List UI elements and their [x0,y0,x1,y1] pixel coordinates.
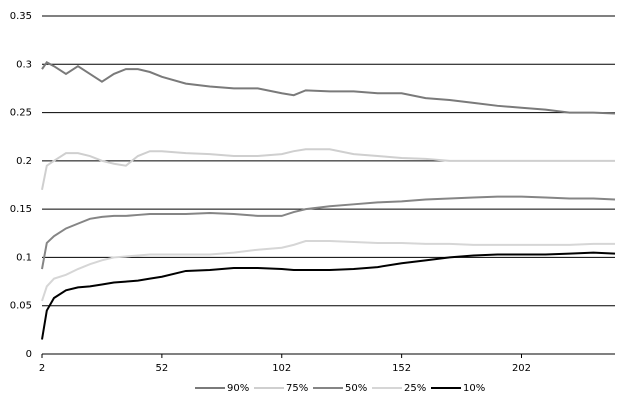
legend-label: 10% [463,383,485,394]
legend-label: 75% [286,383,308,394]
y-tick-label: 0.15 [10,204,32,215]
x-tick-label: 2 [39,363,45,374]
y-tick-label: 0.25 [10,108,32,119]
legend-label: 50% [345,383,367,394]
y-tick-label: 0.2 [16,156,32,167]
x-tick-label: 202 [512,363,531,374]
y-tick-label: 0.1 [16,252,32,263]
series-line [41,61,616,115]
legend-label: 25% [404,383,426,394]
y-tick-label: 0.05 [10,301,32,312]
legend-label: 90% [227,383,249,394]
series-line [41,240,615,302]
y-tick-label: 0 [26,349,32,360]
series-line [41,148,615,191]
y-tick-label: 0.3 [16,59,32,70]
series-line [41,195,616,270]
series-line [41,251,616,340]
x-tick-label: 102 [272,363,291,374]
x-tick-label: 52 [156,363,169,374]
x-tick-label: 152 [392,363,411,374]
y-tick-label: 0.35 [10,11,32,22]
